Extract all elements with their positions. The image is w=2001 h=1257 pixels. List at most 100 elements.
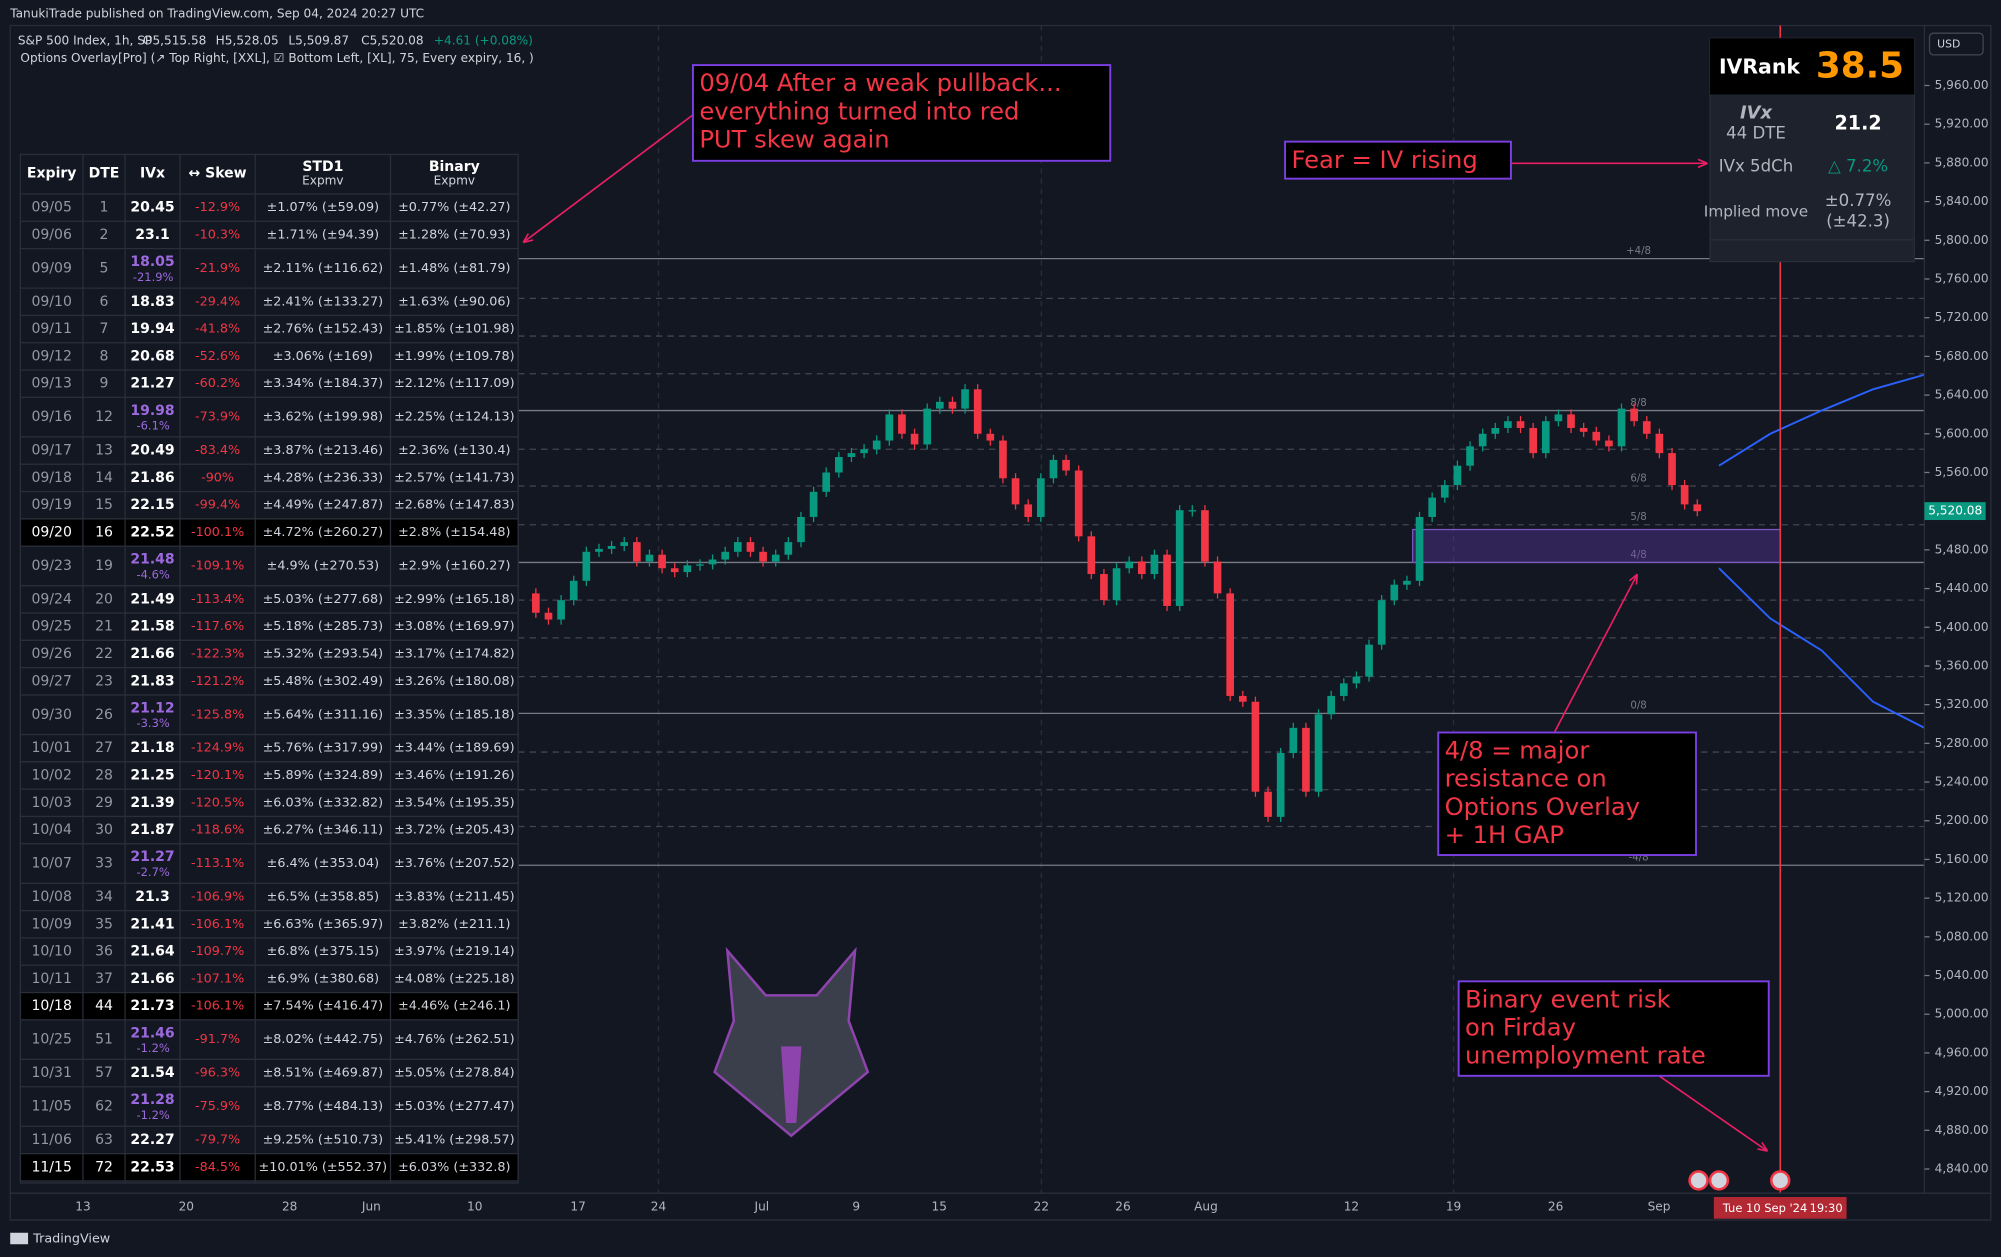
level-label: +4/8: [1626, 246, 1651, 257]
table-cell: -41.8%: [195, 322, 240, 337]
table-cell: 27: [95, 740, 113, 756]
table-row: [19, 1152, 519, 1182]
event-flag[interactable]: [1770, 1170, 1791, 1191]
table-cell: -106.9%: [191, 890, 244, 905]
table-cell: ±2.99% (±165.18): [394, 592, 514, 607]
table-row: [19, 463, 519, 493]
table-cell: 37: [95, 971, 113, 987]
table-cell: ±5.89% (±324.89): [263, 768, 383, 783]
candle: [557, 600, 565, 620]
table-cell: 21.66: [130, 646, 174, 662]
ivx-change: -1.2%: [137, 1041, 170, 1055]
table-cell: 62: [95, 1099, 113, 1115]
candle: [1630, 408, 1638, 422]
table-cell: ±3.83% (±211.45): [394, 890, 514, 905]
candle: [910, 433, 919, 445]
candle: [1655, 433, 1664, 454]
candle: [923, 408, 932, 445]
table-cell: ±3.08% (±169.97): [394, 619, 514, 634]
table-cell: 20: [95, 591, 113, 607]
table-cell: 22.27: [130, 1132, 174, 1148]
table-cell: 21.39: [130, 795, 174, 811]
x-tick-label: 17: [570, 1200, 585, 1214]
annotation-text: Binary event risk: [1465, 984, 1671, 1013]
event-flag[interactable]: [1708, 1170, 1730, 1191]
table-cell: ±1.85% (±101.98): [394, 322, 514, 337]
candle: [885, 414, 894, 441]
table-cell: 22.15: [130, 497, 174, 513]
ivx-change: -6.1%: [137, 419, 170, 433]
arrow-head: [522, 233, 534, 244]
table-cell: -124.9%: [191, 741, 244, 756]
table-cell: -118.6%: [191, 823, 244, 838]
table-cell: 20.49: [130, 443, 174, 459]
table-cell: 51: [95, 1032, 113, 1048]
table-cell: 09/26: [31, 646, 71, 662]
table-row: [19, 369, 519, 399]
table-cell: ±3.82% (±211.1): [398, 917, 510, 932]
candle: [1201, 510, 1209, 562]
candle: [797, 516, 805, 543]
candle: [1428, 497, 1436, 517]
y-tick-label: 5,600.00: [1935, 426, 1989, 440]
table-cell: 57: [95, 1065, 113, 1081]
table-cell: 10/02: [31, 768, 71, 784]
event-flag[interactable]: [1688, 1170, 1709, 1191]
table-cell: 23: [95, 673, 113, 689]
candle: [784, 542, 793, 555]
symbol: S&P 500 Index, 1h, SP: [18, 33, 152, 47]
table-cell: -99.4%: [195, 498, 240, 513]
table-cell: ±5.41% (±298.57): [394, 1132, 514, 1147]
candle: [1074, 470, 1083, 537]
candle: [1617, 408, 1626, 447]
table-cell: ±2.57% (±141.73): [394, 470, 514, 485]
table-cell: 10/03: [31, 795, 71, 811]
x-tick-label: 19: [1446, 1200, 1461, 1214]
candle: [1352, 676, 1361, 684]
table-cell: ±6.9% (±380.68): [267, 971, 379, 986]
table-cell: 21.49: [130, 591, 174, 607]
y-tick-label: 5,680.00: [1935, 349, 1989, 363]
table-cell: 09/18: [31, 470, 71, 486]
table-cell: 18.05: [130, 254, 174, 270]
table-cell: 09/11: [31, 321, 71, 337]
table-cell: ±3.87% (±213.46): [263, 443, 383, 458]
table-cell: ±4.9% (±270.53): [267, 558, 379, 573]
table-subheader: Expmv: [302, 174, 343, 188]
table-cell: ±4.76% (±262.51): [394, 1032, 514, 1047]
annotation-text: PUT skew again: [699, 124, 889, 153]
candle: [1213, 561, 1222, 594]
footer-logo: TradingView: [32, 1232, 110, 1247]
table-row: [19, 518, 519, 547]
move-label: Implied move: [1704, 202, 1808, 220]
candle: [1163, 554, 1171, 606]
candle: [1365, 644, 1373, 677]
table-cell: ±6.5% (±358.85): [267, 890, 379, 905]
table-cell: ±2.68% (±147.83): [394, 498, 514, 513]
table-cell: 14: [95, 470, 113, 486]
table-cell: ±2.11% (±116.62): [263, 261, 383, 276]
table-cell: ±5.03% (±277.68): [263, 592, 383, 607]
table-row: [19, 694, 519, 736]
price-tag: [1924, 502, 1986, 521]
table-cell: 63: [95, 1132, 113, 1148]
table-cell: 13: [95, 443, 113, 459]
table-cell: 30: [95, 822, 113, 838]
table-cell: ±5.64% (±311.16): [263, 707, 383, 722]
plot: [532, 25, 1925, 1194]
table-cell: ±5.18% (±285.73): [263, 619, 383, 634]
candle: [1478, 433, 1487, 447]
table-cell: 21.83: [130, 673, 174, 689]
table-cell: -10.3%: [195, 227, 240, 242]
annotation-text: everything turned into red: [699, 96, 1019, 125]
table-cell: 21.18: [130, 740, 174, 756]
candle: [973, 389, 982, 434]
candle: [569, 580, 578, 601]
table-cell: ±4.72% (±260.27): [263, 525, 383, 540]
dte-label: 44 DTE: [1726, 123, 1786, 142]
table-cell: ±3.44% (±189.69): [394, 741, 514, 756]
table-row: [19, 1019, 519, 1061]
table-row: [19, 937, 519, 966]
table-cell: ±1.48% (±81.79): [398, 261, 510, 276]
table-cell: -60.2%: [195, 376, 240, 391]
